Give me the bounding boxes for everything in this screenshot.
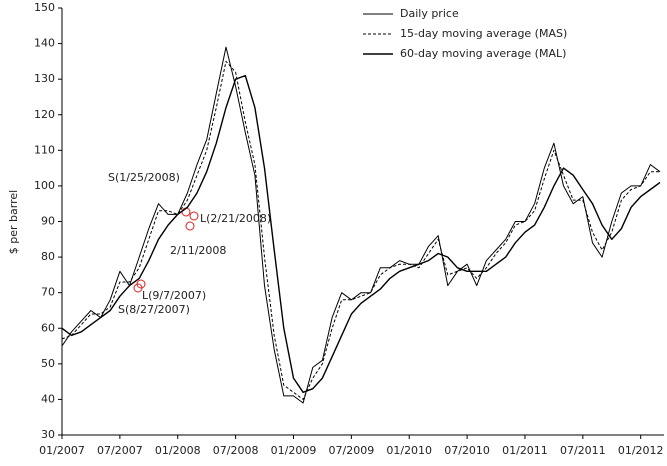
legend-label: 15-day moving average (MAS) <box>400 27 567 40</box>
signal-marker <box>185 221 195 231</box>
x-tick-label: 07/2008 <box>213 444 259 457</box>
y-tick-label: 60 <box>41 321 55 334</box>
annotation: L(9/7/2007) <box>142 289 206 302</box>
signal-marker <box>181 207 191 217</box>
y-tick-label: 110 <box>34 143 55 156</box>
x-tick-label: 01/2011 <box>502 444 548 457</box>
y-tick-label: 70 <box>41 286 55 299</box>
y-tick-label: 80 <box>41 250 55 263</box>
x-tick-label: 07/2007 <box>97 444 143 457</box>
legend-label: Daily price <box>400 7 459 20</box>
annotation: S(8/27/2007) <box>118 303 190 316</box>
x-tick-label: 01/2012 <box>618 444 664 457</box>
annotation: 2/11/2008 <box>170 244 226 257</box>
y-tick-label: 150 <box>34 1 55 14</box>
y-tick-label: 120 <box>34 108 55 121</box>
y-tick-label: 100 <box>34 179 55 192</box>
y-tick-label: 130 <box>34 72 55 85</box>
y-tick-label: 40 <box>41 392 55 405</box>
x-tick-label: 07/2010 <box>444 444 490 457</box>
y-axis-label: $ per barrel <box>7 190 20 254</box>
annotation: S(1/25/2008) <box>108 171 180 184</box>
series-line <box>61 60 660 400</box>
x-tick-label: 01/2010 <box>386 444 432 457</box>
series-line <box>61 46 661 404</box>
y-tick-label: 140 <box>34 37 55 50</box>
y-tick-label: 90 <box>41 215 55 228</box>
series-line <box>61 74 661 393</box>
x-tick-label: 01/2008 <box>155 444 201 457</box>
markers <box>133 207 199 293</box>
annotation: L(2/21/2008) <box>200 212 271 225</box>
x-tick-label: 01/2009 <box>271 444 317 457</box>
signal-marker <box>136 279 146 289</box>
x-tick-label: 07/2011 <box>560 444 606 457</box>
y-tick-label: 50 <box>41 357 55 370</box>
signal-marker <box>189 211 199 221</box>
x-tick-label: 01/2007 <box>39 444 85 457</box>
y-tick-label: 30 <box>41 428 55 441</box>
legend-label: 60-day moving average (MAL) <box>400 47 566 60</box>
x-tick-label: 07/2009 <box>329 444 375 457</box>
